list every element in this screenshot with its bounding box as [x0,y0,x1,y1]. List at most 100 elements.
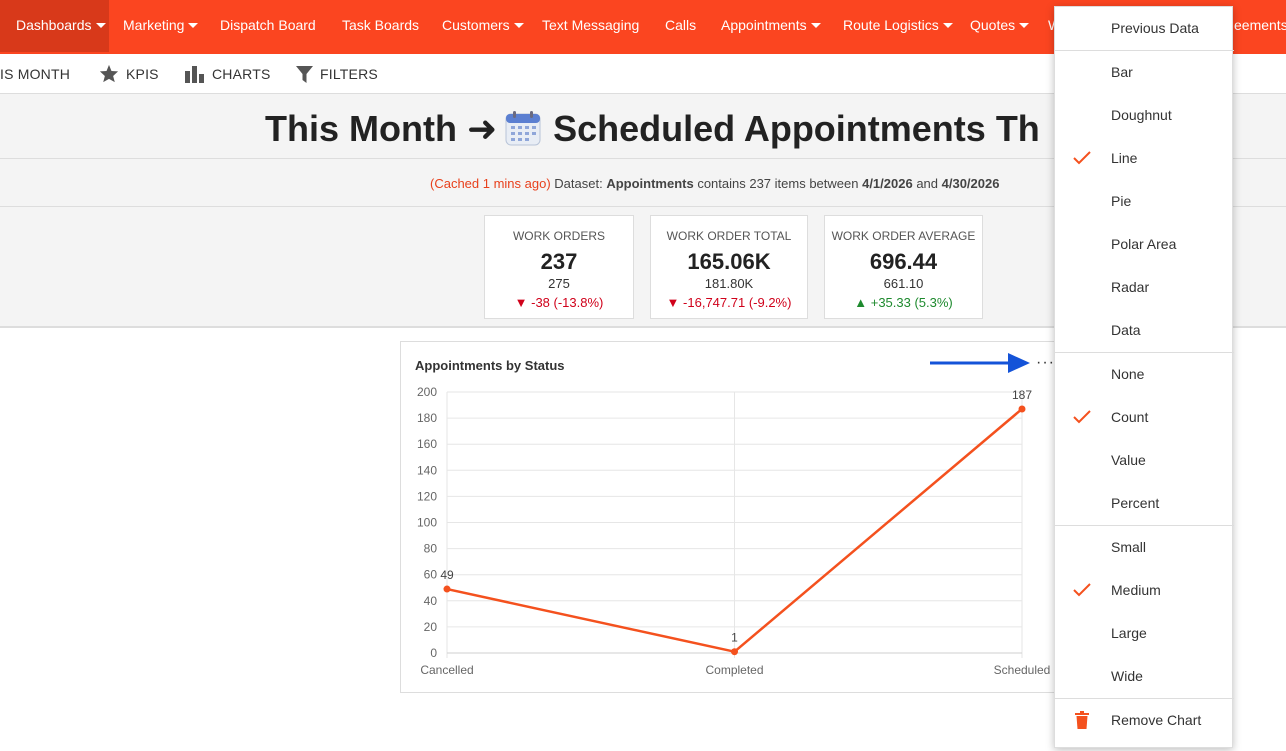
nav-marketing[interactable]: Marketing [123,0,199,52]
y-tick-label: 180 [417,411,437,425]
menu-item-none[interactable]: None [1055,353,1234,396]
menu-item-label: Previous Data [1111,20,1199,36]
chevron-down-icon [513,22,524,28]
menu-item-label: Medium [1111,582,1161,598]
x-tick-label: Scheduled [994,663,1051,677]
line-chart: 0 20 40 60 80 100 120 140 160 180 200 Cancelled Comp… [417,385,1051,677]
menu-item-line[interactable]: Line [1055,137,1234,180]
nav-customers[interactable]: Customers [442,0,524,52]
nav-task-boards-label: Task Boards [342,17,420,33]
y-tick-label: 120 [417,489,437,503]
triangle-up-icon: ▲ [854,295,868,310]
menu-item-label: Percent [1111,495,1160,511]
page-title: This Month ➜ Scheduled Appointments Th [265,108,1040,150]
menu-item-wide[interactable]: Wide [1055,655,1234,698]
kpi-label: WORK ORDER AVERAGE [831,229,976,243]
kpi-card-work-order-total[interactable]: WORK ORDER TOTAL 165.06K 181.80K ▼ -16,7… [650,215,808,319]
data-point [1018,405,1026,413]
charts-button[interactable]: CHARTS [212,66,271,82]
chevron-down-icon [1019,22,1030,28]
checkmark-icon [1073,151,1091,165]
nav-dispatch-board-label: Dispatch Board [220,17,316,33]
menu-item-previous-data[interactable]: Previous Data [1055,7,1234,50]
kpi-card-work-orders[interactable]: WORK ORDERS 237 275 ▼ -38 (-13.8%) [484,215,634,319]
y-tick-label: 200 [417,385,437,399]
menu-item-count[interactable]: Count [1055,396,1234,439]
kpi-previous: 275 [548,276,570,291]
menu-item-large[interactable]: Large [1055,612,1234,655]
nav-appointments[interactable]: Appointments [721,0,821,52]
kpi-value: 165.06K [687,249,771,274]
kpi-delta: ▼ -38 (-13.8%) [485,295,633,310]
menu-item-polar-area[interactable]: Polar Area [1055,223,1234,266]
nav-agreements-label: eements [1234,17,1286,33]
menu-item-data[interactable]: Data [1055,309,1234,352]
filters-button[interactable]: FILTERS [320,66,378,82]
menu-item-percent[interactable]: Percent [1055,482,1234,525]
kpi-card-work-order-average[interactable]: WORK ORDER AVERAGE 696.44 661.10 ▲ +35.3… [824,215,983,319]
menu-item-label: Value [1111,452,1146,468]
bar-chart-icon [185,66,204,83]
chevron-down-icon [95,22,106,28]
arrow-right-icon [930,353,1030,373]
menu-item-label: None [1111,366,1145,382]
data-label: 187 [1012,388,1032,402]
menu-divider [1055,50,1234,51]
kpi-delta-text: -38 (-13.8%) [531,295,604,310]
menu-item-remove-chart[interactable]: Remove Chart [1055,699,1234,742]
kpis-button[interactable]: KPIS [126,66,159,82]
chart-title: Appointments by Status [415,358,565,373]
y-tick-label: 80 [424,542,438,556]
dataset-start-date: 4/1/2026 [862,176,913,191]
dataset-name: Appointments [606,176,694,191]
dataset-info: (Cached 1 mins ago) Dataset: Appointment… [430,176,999,191]
nav-text-messaging[interactable]: Text Messaging [542,0,639,52]
nav-calls[interactable]: Calls [665,0,696,52]
kpi-delta: ▼ -16,747.71 (-9.2%) [651,295,807,310]
nav-agreements[interactable]: eements [1234,0,1286,52]
cache-status: (Cached 1 mins ago) [430,176,551,191]
data-label: 49 [440,568,454,582]
y-tick-label: 60 [424,568,438,582]
menu-item-pie[interactable]: Pie [1055,180,1234,223]
menu-item-label: Line [1111,150,1138,166]
menu-divider [1055,525,1234,526]
chart-menu-button[interactable]: ··· [1036,354,1055,371]
nav-dashboards[interactable]: Dashboards [0,0,109,52]
menu-item-medium[interactable]: Medium [1055,569,1234,612]
kpi-delta: ▲ +35.33 (5.3%) [825,295,982,310]
data-point [731,648,738,656]
x-tick-label: Cancelled [420,663,473,677]
menu-divider [1055,352,1234,353]
menu-item-label: Bar [1111,64,1133,80]
nav-calls-label: Calls [665,17,697,33]
menu-item-value[interactable]: Value [1055,439,1234,482]
kpi-label: WORK ORDER TOTAL [666,229,792,243]
kpi-value: 696.44 [869,249,938,274]
menu-item-radar[interactable]: Radar [1055,266,1234,309]
kpi-label: WORK ORDERS [512,229,605,243]
page-title-suffix: Scheduled Appointments Th [553,108,1040,149]
data-point [443,585,451,593]
menu-item-small[interactable]: Small [1055,526,1234,569]
nav-task-boards[interactable]: Task Boards [342,0,419,52]
nav-marketing-label: Marketing [123,17,185,33]
nav-dispatch-board[interactable]: Dispatch Board [220,0,316,52]
chart-options-menu: Previous Data Bar Doughnut Line Pie Polar Are… [1054,6,1234,748]
dataset-text: Dataset: [550,176,607,191]
nav-route-logistics-label: Route Logistics [843,17,939,33]
kpi-delta-text: -16,747.71 (-9.2%) [683,295,792,310]
menu-item-label: Polar Area [1111,236,1177,252]
period-selector[interactable]: IS MONTH [0,66,71,82]
nav-appointments-label: Appointments [721,17,807,33]
menu-item-doughnut[interactable]: Doughnut [1055,94,1234,137]
kpi-previous: 661.10 [883,276,924,291]
dataset-text: and [912,176,942,191]
chevron-down-icon [810,22,821,28]
menu-item-label: Small [1111,539,1147,555]
nav-quotes[interactable]: Quotes [970,0,1030,52]
checkmark-icon [1073,583,1091,597]
nav-route-logistics[interactable]: Route Logistics [843,0,953,52]
y-tick-label: 20 [424,620,438,634]
menu-item-bar[interactable]: Bar [1055,51,1234,94]
